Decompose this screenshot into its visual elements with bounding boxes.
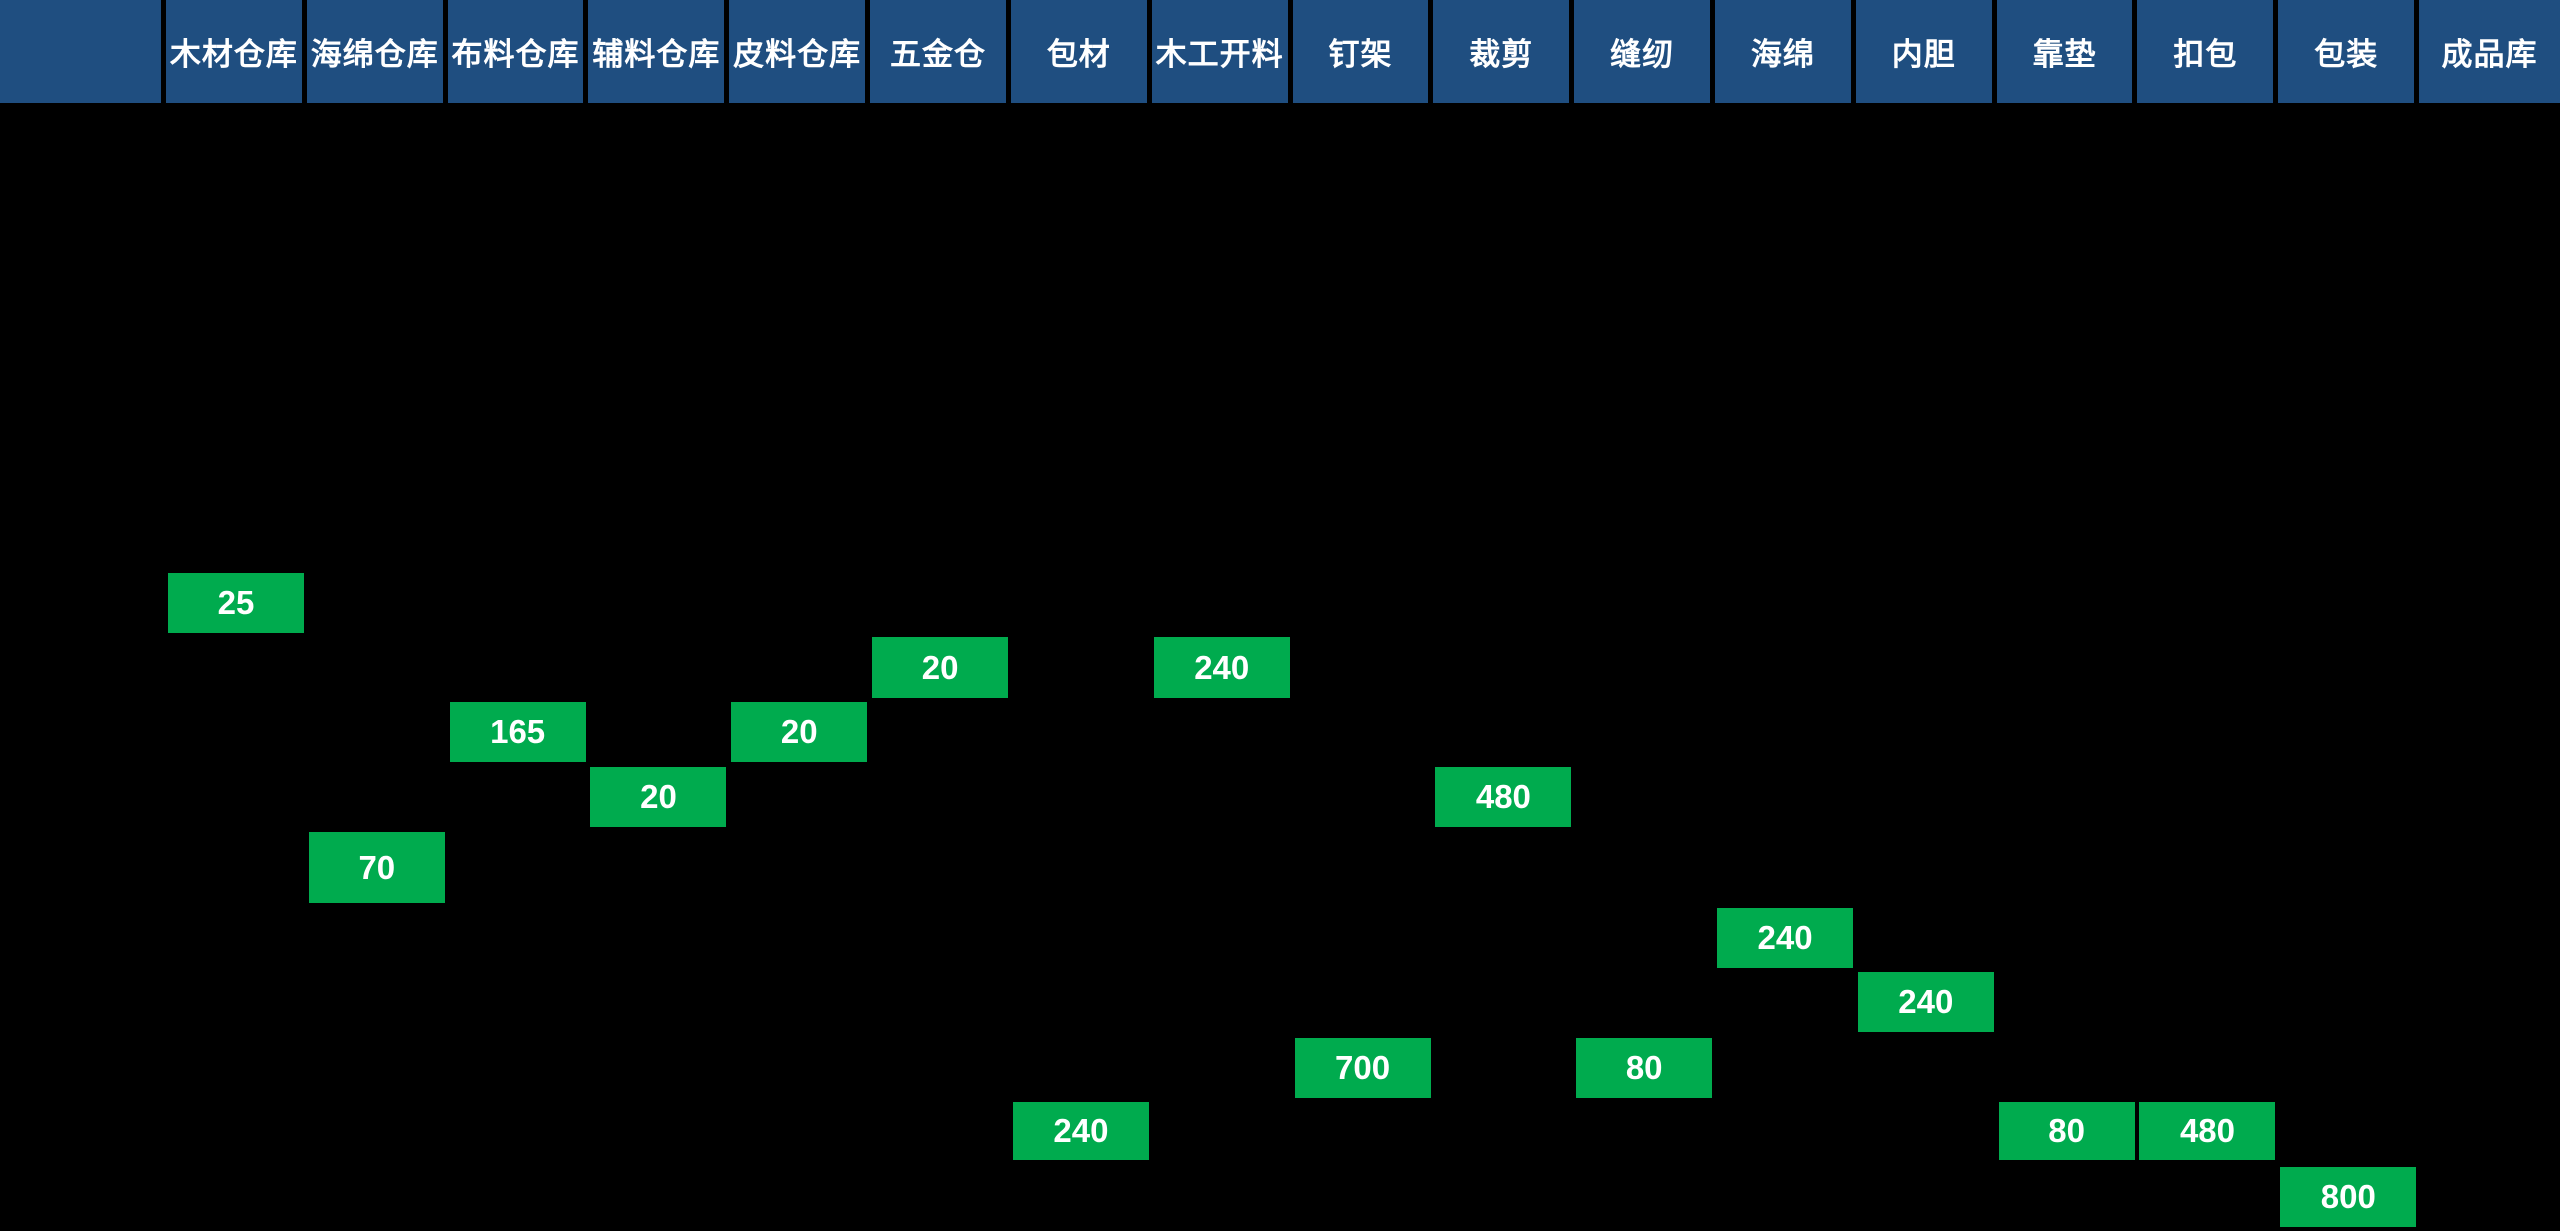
inventory-box: 70 [308,832,445,903]
header-cell: 木材仓库 [166,0,302,103]
header-cell: 海绵 [1715,0,1851,103]
header-cell: 靠垫 [1996,0,2133,103]
inventory-box: 165 [449,702,586,762]
header-cell: 包装 [2278,0,2415,103]
header-cell: 海绵仓库 [306,0,443,103]
inventory-box: 700 [1294,1038,1431,1098]
header-cell: 成品库 [2419,0,2560,103]
inventory-box: 240 [1717,908,1854,968]
inventory-box: 480 [2139,1102,2276,1160]
header-cell: 五金仓 [870,0,1006,103]
header-cell: 裁剪 [1433,0,1570,103]
header-cell: 布料仓库 [447,0,584,103]
header-cell: 钉架 [1292,0,1429,103]
inventory-box: 20 [590,767,727,827]
header-cell: 包材 [1010,0,1147,103]
header-cell: 内胆 [1855,0,1992,103]
inventory-box: 480 [1435,767,1572,827]
header-cell: 皮料仓库 [729,0,866,103]
inventory-box: 20 [872,637,1009,698]
inventory-box: 240 [1857,972,1994,1032]
inventory-box: 240 [1012,1102,1149,1160]
inventory-box: 800 [2280,1167,2417,1227]
header-cell: 辅料仓库 [588,0,725,103]
inventory-box: 80 [1998,1102,2135,1160]
header-corner-cell [0,0,161,103]
header-cell: 缝纫 [1574,0,1710,103]
header-cell: 木工开料 [1151,0,1288,103]
inventory-box: 20 [731,702,868,762]
header-cell: 扣包 [2137,0,2274,103]
inventory-box: 240 [1153,637,1290,698]
inventory-box: 25 [168,573,304,633]
inventory-box: 80 [1576,1038,1713,1098]
